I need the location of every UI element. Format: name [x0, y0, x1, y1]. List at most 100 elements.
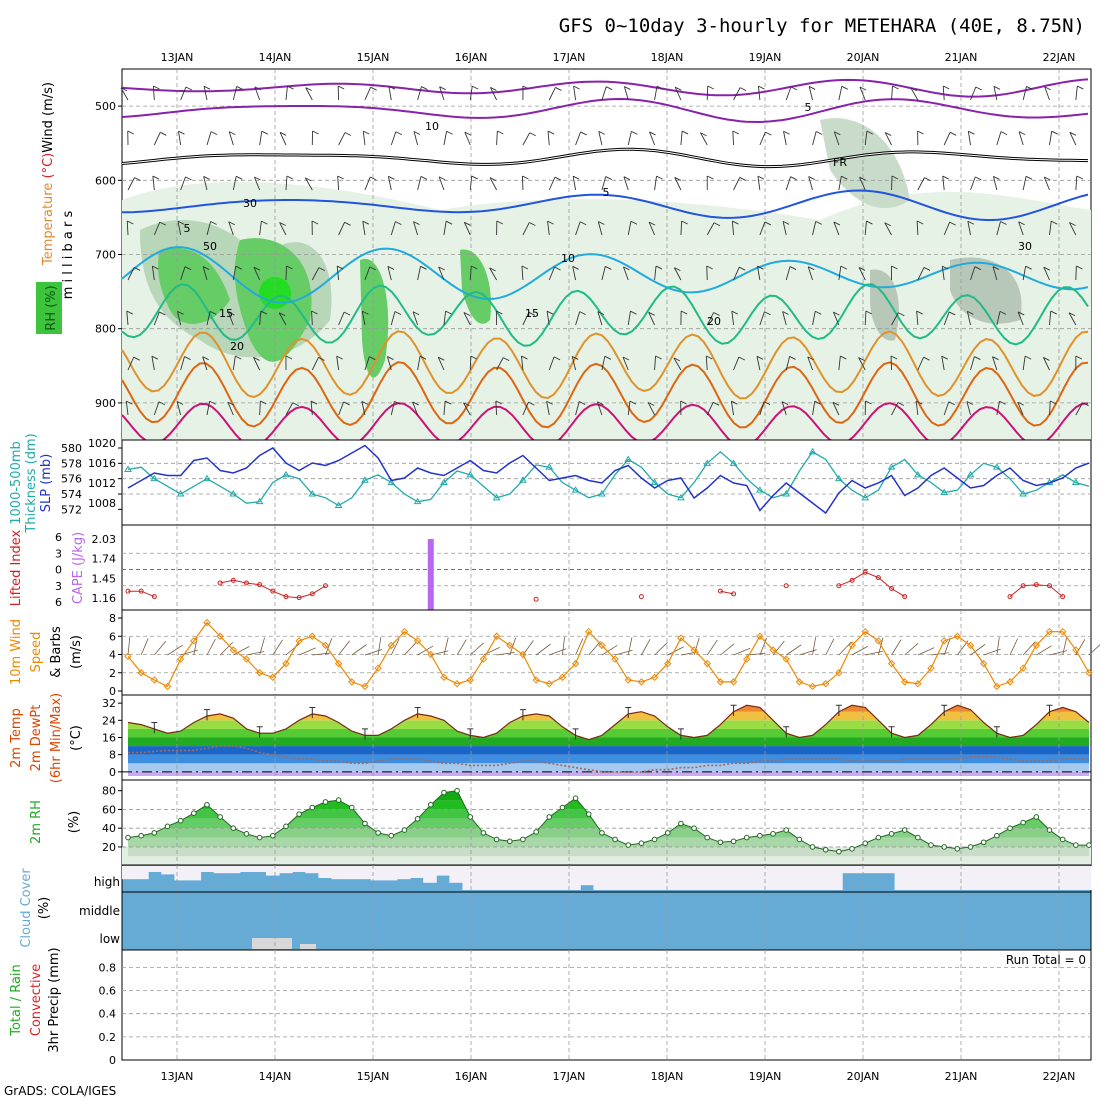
wind-barb — [622, 356, 629, 371]
wind-barb-flag — [1051, 130, 1058, 135]
wind-barb-flag — [622, 356, 630, 361]
wind10m-barb — [233, 646, 250, 656]
wind-barb-flag — [790, 86, 798, 91]
wind-barb-flag — [832, 401, 840, 406]
wind-barb — [259, 400, 261, 416]
lifted-index-point — [1020, 583, 1026, 589]
wind-barb — [812, 221, 817, 236]
wind-barb — [469, 266, 472, 281]
cloud-high-bar — [410, 866, 424, 878]
wind-barb — [571, 356, 577, 371]
wind10m-point — [887, 659, 896, 668]
wind-barb-flag — [833, 311, 840, 316]
temp-minmax-bar — [519, 709, 526, 721]
wind-barb — [362, 131, 366, 146]
wind-barb-flag — [782, 220, 790, 225]
wind-barb — [859, 86, 866, 101]
top-date-label: 18JAN — [651, 51, 684, 64]
wind10m-barb — [641, 639, 651, 656]
rh2m-point — [954, 846, 961, 852]
wind-barb — [177, 311, 182, 326]
cloud-high-bar — [213, 866, 228, 874]
cloud-high-bar — [842, 866, 856, 874]
precip-tick-label: 0.8 — [99, 961, 117, 974]
wind-barb — [756, 356, 761, 371]
wind10m-barb — [891, 639, 902, 656]
wind-barb — [1022, 86, 1028, 101]
temperature-unit: (°C) — [41, 153, 56, 183]
wind-barb-flag — [489, 177, 497, 182]
wind-barb — [253, 357, 261, 371]
wind10m-point — [453, 679, 461, 688]
wind-barb-flag — [336, 265, 344, 270]
cloud-high-bar — [855, 866, 869, 874]
wind-barb-flag — [917, 130, 924, 135]
pressure-ticks: 500 600 700 800 900 — [95, 100, 122, 410]
wind-barb-flag — [387, 266, 395, 270]
temp-band — [128, 746, 1089, 755]
rh2m-point — [704, 834, 711, 841]
wind-barb — [206, 311, 211, 326]
wind-barb-flag — [412, 311, 420, 316]
rh2m-panel: 20 40 60 80 2m RH (%) — [29, 779, 1092, 866]
wind-barb — [1049, 400, 1051, 416]
wind-barb — [547, 221, 550, 236]
cloud-high-bar — [1012, 866, 1027, 890]
lifted-index-point — [731, 591, 737, 597]
wind-barb — [180, 176, 186, 191]
wind-barb-flag — [865, 400, 872, 405]
wind-barb-flag — [285, 355, 293, 360]
wind-barb — [864, 131, 868, 146]
wind-barb-flag — [858, 267, 866, 271]
wind-barb-flag — [176, 401, 184, 405]
temp-band — [128, 763, 1089, 772]
wind10m-point — [387, 641, 395, 650]
wind-barb — [838, 86, 843, 101]
wind-barb — [884, 222, 892, 236]
wind-barb — [1068, 312, 1077, 326]
wind-barb — [733, 267, 740, 281]
cloud-high-bar — [226, 866, 241, 874]
wind-barb — [891, 312, 899, 326]
lifted-index-point — [638, 594, 644, 600]
wind-barb — [970, 176, 976, 191]
wind-barb-flag — [968, 130, 975, 135]
wind-barb — [338, 311, 345, 326]
wind-barb — [438, 176, 445, 191]
wind-barb-flag — [1017, 311, 1025, 316]
cloud-high-bar — [711, 866, 725, 890]
thickness-point — [203, 474, 211, 482]
wind-barb-flag — [713, 222, 721, 227]
thickness-point — [124, 465, 132, 472]
wind-barb — [966, 311, 971, 326]
contour-minus5 — [121, 97, 1089, 124]
wind-barb-flag — [1024, 355, 1032, 360]
cloud-grid — [122, 865, 1091, 950]
wind-barb-flag — [445, 220, 453, 225]
wind-barb — [732, 130, 735, 146]
wind-barb-flag — [202, 356, 209, 361]
stability-grid — [122, 525, 1091, 610]
wind-barb-flag — [546, 310, 554, 315]
wind-barb — [463, 402, 471, 416]
wind10m-barb — [535, 643, 551, 656]
wind-barb-flag — [579, 311, 586, 316]
rh2m-point — [875, 834, 882, 841]
wind10m-point — [334, 659, 343, 668]
wind10m-point — [637, 678, 646, 686]
wind-barb — [706, 312, 714, 326]
wind10m-barb — [470, 642, 484, 656]
wind-barb-flag — [1025, 175, 1033, 180]
wind-barb-flag — [765, 131, 772, 136]
rh2m-point — [1046, 827, 1053, 833]
wind10m-barb — [654, 642, 668, 656]
thickness-point — [940, 488, 949, 495]
contour-20 — [121, 330, 1089, 400]
wind-barb-flag — [623, 176, 631, 181]
contour-label: 5 — [603, 186, 610, 199]
top-date-label: 15JAN — [357, 51, 390, 64]
wind10m-series — [124, 618, 1093, 691]
wind-barb-flag — [731, 400, 738, 405]
cloud-high-bar — [174, 866, 188, 881]
wind10m-barb — [627, 637, 633, 656]
